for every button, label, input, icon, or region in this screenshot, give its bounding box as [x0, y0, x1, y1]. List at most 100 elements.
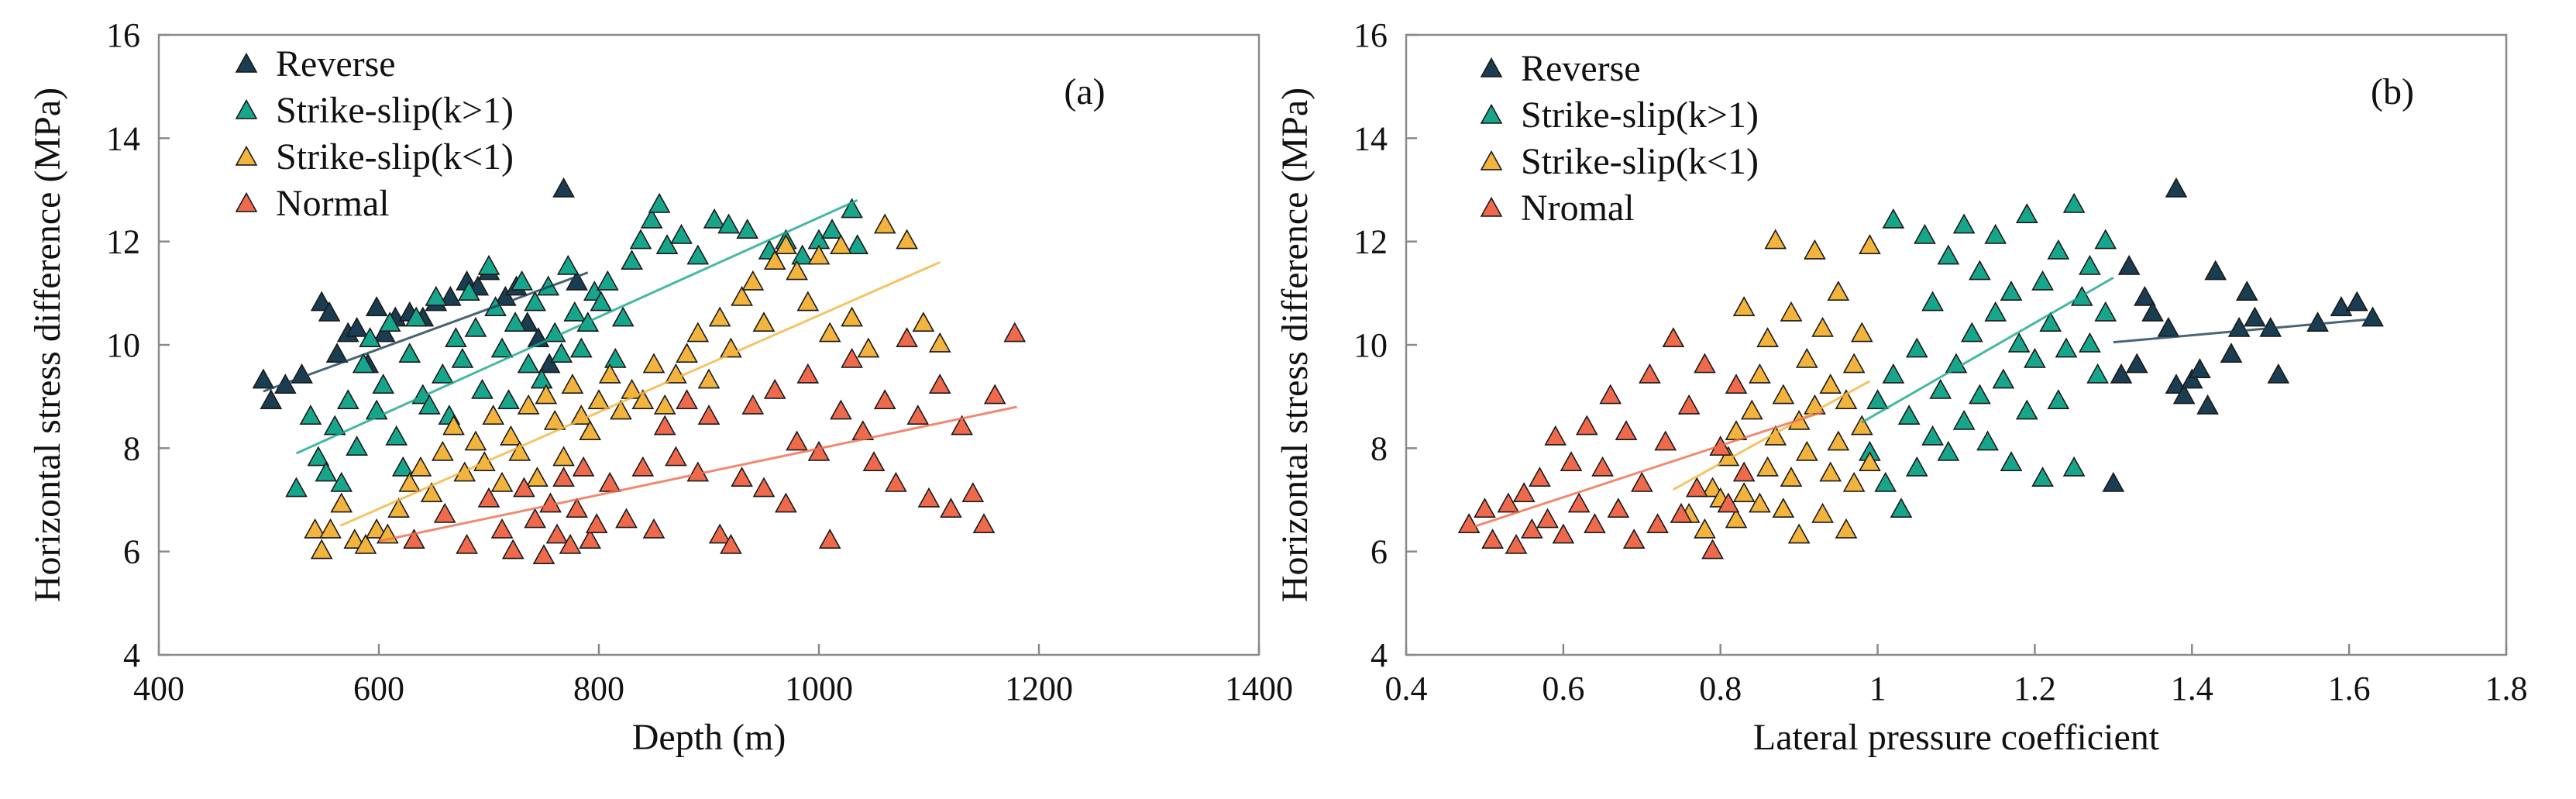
y-tick-label: 12 — [106, 223, 140, 261]
legend-marker — [235, 145, 258, 166]
data-point — [846, 234, 869, 255]
data-point — [2062, 192, 2086, 213]
data-point — [352, 353, 375, 374]
data-point — [873, 213, 896, 234]
data-point — [587, 389, 610, 410]
data-point — [508, 440, 531, 461]
data-point — [1481, 529, 1504, 549]
data-point — [1827, 430, 1850, 451]
data-point — [1819, 374, 1842, 394]
data-point — [2039, 312, 2062, 332]
data-point — [610, 399, 632, 420]
trend-line — [1468, 411, 1824, 530]
data-point — [526, 467, 549, 487]
data-point — [1717, 492, 1740, 513]
data-point — [906, 405, 930, 425]
data-point — [703, 208, 726, 229]
data-point — [2062, 456, 2086, 477]
data-point — [598, 471, 621, 492]
data-point — [315, 461, 338, 482]
data-point — [1811, 502, 1834, 523]
data-point — [1897, 405, 1921, 425]
data-point — [538, 353, 561, 374]
data-point — [1756, 456, 1779, 477]
data-point — [1560, 451, 1583, 472]
legend: Reverse Strike-slip(k>1) Strike-slip(k<1) N… — [235, 43, 514, 224]
data-point — [1725, 420, 1748, 441]
data-point — [387, 498, 410, 518]
data-point — [1615, 420, 1638, 441]
data-point — [896, 229, 918, 250]
data-point — [631, 389, 655, 410]
data-point — [433, 502, 456, 523]
data-point — [2227, 316, 2251, 337]
data-point — [1591, 456, 1614, 477]
data-point — [2330, 296, 2353, 317]
data-point — [524, 291, 546, 312]
x-tick-label: 1400 — [1225, 670, 1293, 708]
data-point — [2047, 389, 2070, 410]
data-point — [524, 508, 546, 529]
data-point — [1859, 234, 1881, 255]
data-point — [260, 389, 283, 410]
data-point — [1952, 409, 1976, 430]
trend-line — [295, 198, 858, 455]
data-point — [590, 291, 613, 312]
data-point — [563, 301, 586, 322]
data-point — [1914, 223, 1936, 244]
data-point — [1685, 477, 1708, 498]
data-point — [569, 405, 593, 425]
data-point — [1654, 430, 1677, 451]
data-point — [2141, 301, 2164, 322]
y-tick-label: 4 — [123, 636, 140, 674]
data-point — [501, 539, 524, 560]
data-point — [343, 529, 366, 549]
data-point — [1544, 425, 1567, 446]
legend-marker — [235, 191, 258, 212]
data-point — [2031, 467, 2054, 487]
data-point — [653, 394, 676, 415]
data-point — [928, 332, 951, 353]
legend: Reverse Strike-slip(k>1) Strike-slip(k<1) N… — [1480, 48, 1759, 229]
data-point — [1842, 353, 1866, 374]
data-point — [477, 487, 500, 508]
panel-b: 0.4 0.6 0.8 1 1.2 1.4 1.6 1.8 4 6 8 10 12 14 16 Lateral… — [1274, 16, 2528, 758]
data-point — [566, 270, 588, 291]
data-point — [490, 518, 514, 539]
data-point — [471, 378, 494, 399]
data-point — [786, 430, 808, 451]
data-point — [1732, 296, 1756, 317]
data-point — [1646, 513, 1669, 534]
data-point — [2117, 254, 2141, 275]
data-point — [378, 312, 401, 332]
data-point — [818, 322, 841, 343]
data-point — [818, 529, 841, 549]
data-point — [841, 347, 863, 368]
data-point — [404, 306, 428, 327]
data-point — [1859, 451, 1881, 472]
data-point — [500, 425, 522, 446]
data-point — [550, 343, 573, 363]
trend-line — [378, 405, 1017, 542]
data-point — [2000, 281, 2023, 301]
data-point — [2079, 254, 2101, 275]
data-point — [708, 306, 731, 327]
data-point — [1670, 502, 1693, 523]
data-point — [1677, 394, 1701, 415]
data-point — [1866, 389, 1889, 410]
data-point — [1756, 327, 1779, 348]
data-point — [775, 492, 797, 513]
data-point — [2047, 239, 2070, 260]
data-point — [330, 492, 353, 513]
legend-label: Reverse — [1521, 48, 1641, 89]
x-tick-label: 0.4 — [1385, 670, 1428, 708]
data-point — [579, 420, 601, 441]
data-point — [451, 347, 474, 368]
data-point — [1976, 430, 1999, 451]
data-point — [830, 234, 852, 255]
data-point — [1575, 415, 1598, 436]
data-point — [543, 322, 566, 343]
data-point — [346, 436, 368, 456]
data-point — [841, 198, 863, 219]
